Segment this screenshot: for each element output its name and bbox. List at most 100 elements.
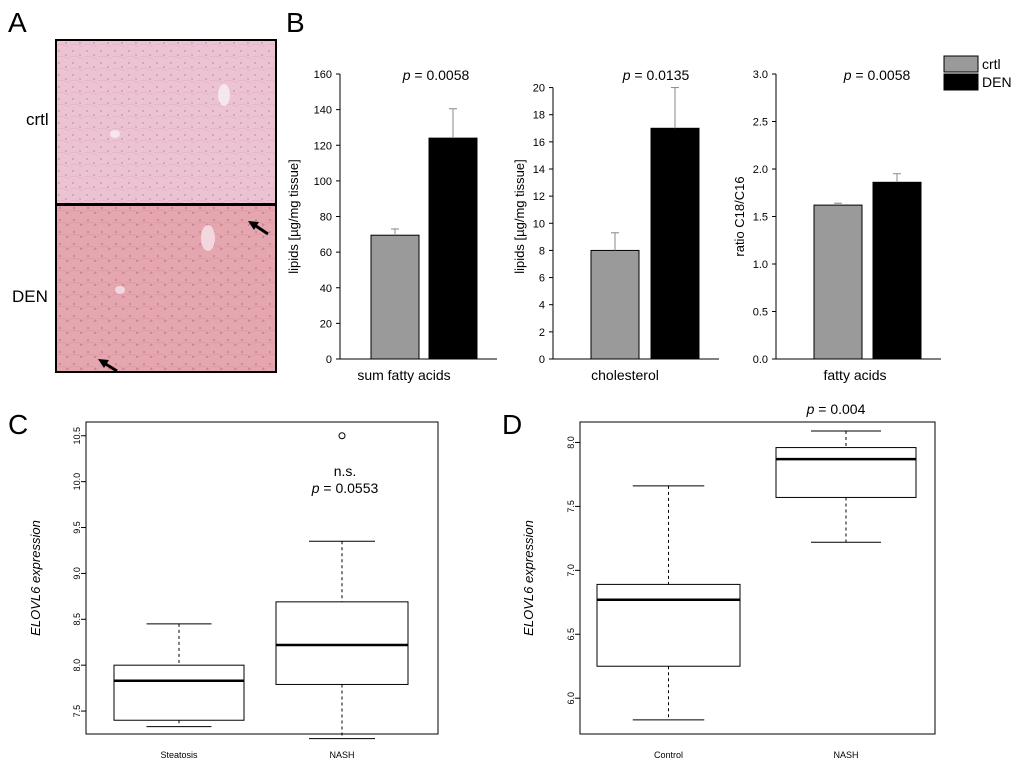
b2-tick-label: 0 [539,354,545,366]
d-category-label-control: Control [654,750,683,760]
b3-tick-label: 0.5 [753,307,768,319]
vessel-crtl-2 [110,130,120,138]
legend-swatch-den [943,73,979,91]
vessel-den-1 [201,225,215,251]
b3-tick-label: 3.0 [753,69,768,81]
arrow-icon-lower [98,359,118,373]
chart-fatty-acids: 0 20 40 60 80 100 120 140 160 sum fatty acids lipi… [286,67,497,383]
c-iqr-box [275,601,409,685]
chart-control-vs-nash: 6.0 6.5 7.0 7.5 8.0 Control NASH ELOVL6 express… [521,401,936,760]
c-outlier-point [338,432,346,440]
c-tick-label: 10.5 [72,427,82,445]
c-box-nash [275,432,409,740]
b1-tick-label: 60 [320,247,332,259]
chart-steatosis-vs-nash: 7.5 8.0 8.5 9.0 9.5 10.0 10.5 Steatosis NASH ELOV… [28,421,439,760]
b1-tick-label: 160 [314,69,332,81]
b1-y-label: lipids [µg/mg tissue] [286,159,301,273]
panel-d-letter: D [502,409,522,440]
d-plot-frame [579,421,936,735]
b2-x-label: cholesterol [591,367,659,383]
c-box-steatosis [113,623,245,728]
histology-image-crtl [55,39,277,205]
d-p-value: p = 0.004 [806,401,866,417]
c-y-label: ELOVL6 expression [28,520,43,636]
panel-b-letter: B [286,7,305,38]
d-box-nash [775,430,917,543]
panel-a-letter: A [8,7,27,38]
b1-tick-label: 140 [314,105,332,117]
d-category-label-nash: NASH [833,750,858,760]
c-category-label-steatosis: Steatosis [160,750,198,760]
b2-tick-label: 12 [533,191,545,203]
b3-error-bar-den [893,173,901,183]
b1-bar-den [428,137,478,360]
b2-error-bar-crtl [611,232,619,251]
c-p-value: p = 0.0553 [311,480,379,496]
legend-swatch-crtl [943,55,979,73]
b2-tick-label: 2 [539,327,545,339]
d-tick-label: 6.5 [566,628,576,641]
d-iqr-box [775,447,917,498]
d-box-control [596,485,741,721]
vessel-den-2 [115,286,125,294]
legend: crtl DEN [943,55,1012,91]
b1-error-bar-crtl [391,228,399,236]
legend-label-den: DEN [982,74,1012,90]
b2-bar-den [650,127,700,360]
chart-cholesterol: 0 2 4 6 8 10 12 14 16 18 20 cholesterol lipids [µg/m… [512,67,719,383]
panel-a-label-crtl: crtl [26,110,49,129]
b3-tick-label: 0.0 [753,354,768,366]
d-tick-label: 6.0 [566,692,576,705]
vessel-crtl-1 [218,84,230,106]
b2-tick-label: 4 [539,300,545,312]
b1-tick-label: 80 [320,212,332,224]
b1-bar-crtl [370,234,420,360]
b2-error-bar-den [671,87,679,129]
legend-label-crtl: crtl [982,56,1001,72]
c-tick-label: 9.5 [72,521,82,534]
b3-x-label: fatty acids [823,367,886,383]
b3-bar-crtl [813,204,863,360]
b1-tick-label: 120 [314,140,332,152]
b2-tick-label: 6 [539,273,545,285]
c-plot-frame [85,421,439,735]
panel-c-letter: C [8,409,28,440]
b1-tick-label: 40 [320,283,332,295]
b3-error-bar-crtl [834,202,842,206]
d-iqr-box [596,583,741,667]
arrow-icon-upper [248,221,269,236]
b2-p-value: p = 0.0135 [622,67,690,83]
b1-x-label: sum fatty acids [357,367,450,383]
c-tick-label: 8.5 [72,613,82,626]
b1-error-bar-den [449,108,457,139]
b3-bar-den [872,181,922,360]
d-tick-label: 7.5 [566,500,576,513]
c-tick-label: 8.0 [72,659,82,672]
b2-y-label: lipids [µg/mg tissue] [512,159,527,273]
d-tick-label: 7.0 [566,564,576,577]
panel-a: A crtl DEN [8,7,277,373]
histology-image-den [55,204,277,373]
b1-p-value: p = 0.0058 [402,67,470,83]
b2-bar-crtl [590,249,640,360]
d-y-label: ELOVL6 expression [521,520,536,636]
c-tick-label: 9.0 [72,567,82,580]
b2-tick-label: 14 [533,164,545,176]
b1-tick-label: 20 [320,318,332,330]
b3-tick-label: 2.0 [753,164,768,176]
b3-tick-label: 1.0 [753,259,768,271]
b3-y-label: ratio C18/C16 [732,176,747,256]
b2-tick-label: 10 [533,218,545,230]
c-ns-label: n.s. [334,463,357,479]
panel-a-label-den: DEN [12,287,48,306]
c-tick-label: 7.5 [72,705,82,718]
b3-p-value: p = 0.0058 [843,67,911,83]
c-tick-label: 10.0 [72,473,82,491]
c-iqr-box [113,664,245,721]
b1-tick-label: 100 [314,176,332,188]
c-category-label-nash: NASH [329,750,354,760]
b3-tick-label: 2.5 [753,117,768,129]
b1-tick-label: 0 [326,354,332,366]
chart-ratio: 0.0 0.5 1.0 1.5 2.0 2.5 3.0 fatty acids ratio C1… [732,67,941,383]
